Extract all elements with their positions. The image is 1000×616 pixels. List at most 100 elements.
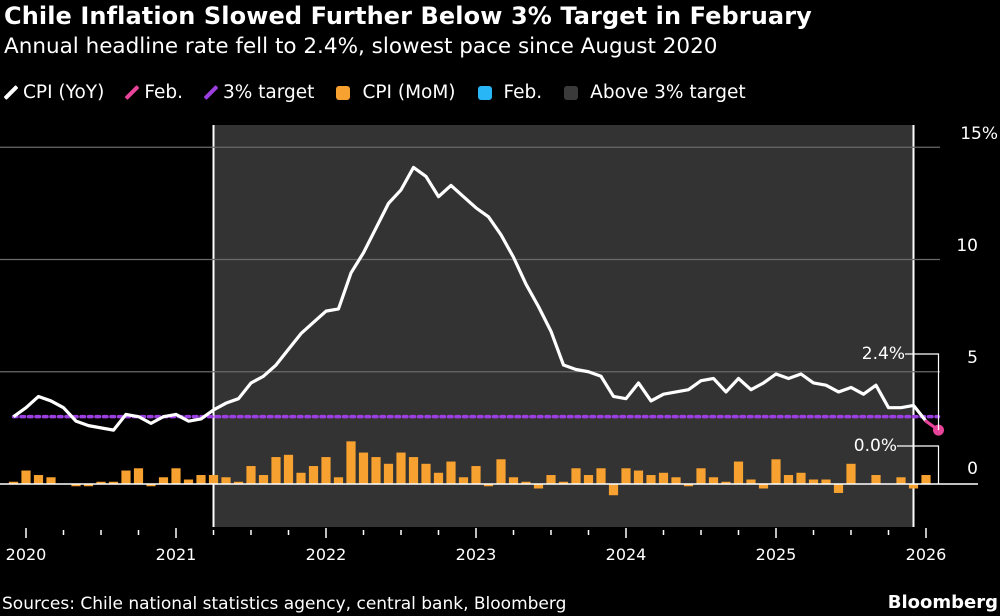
mom-bar <box>896 477 906 484</box>
mom-bar <box>233 481 244 484</box>
y-tick-label-10: 10 <box>956 236 978 256</box>
square-swatch-icon <box>564 85 579 100</box>
mom-bar <box>46 477 56 484</box>
mom-bar <box>721 481 731 484</box>
mom-bar <box>471 466 481 484</box>
legend: CPI (YoY) Feb. 3% target CPI (MoM) Feb. … <box>3 82 768 103</box>
mom-bar <box>658 472 669 484</box>
mom-bar <box>8 481 19 484</box>
mom-bar <box>358 452 369 484</box>
legend-label: 3% target <box>222 82 315 103</box>
mom-bar <box>808 479 819 484</box>
highlight-region <box>213 125 914 527</box>
mom-bar <box>671 477 681 484</box>
mom-bar <box>458 477 469 484</box>
mom-bar <box>621 468 631 484</box>
mom-bar <box>533 484 544 489</box>
mom-bar <box>496 459 506 484</box>
mom-bar <box>146 484 156 487</box>
mom-bar <box>758 484 769 489</box>
annotation-yoy-leader <box>905 353 940 431</box>
mom-bar <box>696 468 706 484</box>
mom-bar <box>746 479 756 484</box>
mom-bar <box>608 484 619 496</box>
mom-bar <box>171 468 181 484</box>
x-tick-label-2025: 2025 <box>756 545 797 564</box>
mom-bar <box>183 479 194 484</box>
mom-bar <box>321 457 331 484</box>
x-tick-label-2023: 2023 <box>456 545 497 564</box>
mom-bar <box>296 472 306 484</box>
sources-note: Sources: Chile national statistics agenc… <box>2 594 567 614</box>
mom-bar <box>283 454 294 484</box>
mom-bar <box>871 475 881 484</box>
y-tick-label-0: 0 <box>967 459 978 479</box>
mom-bar <box>383 463 394 484</box>
legend-item-feb-mom: Feb. <box>477 82 543 103</box>
mom-bar <box>371 457 381 484</box>
mom-bar <box>258 475 269 484</box>
mom-bar <box>196 475 206 484</box>
mom-bar <box>108 481 119 484</box>
chart-subtitle: Annual headline rate fell to 2.4%, slowe… <box>4 34 718 59</box>
mom-bar <box>821 479 831 484</box>
mom-bar <box>571 468 581 484</box>
mom-bar <box>133 468 144 484</box>
square-swatch-icon <box>477 85 492 100</box>
mom-bar <box>208 475 219 484</box>
legend-label: Feb. <box>503 82 543 103</box>
legend-item-above-target: Above 3% target <box>564 82 746 103</box>
mom-bar <box>33 475 44 484</box>
square-swatch-icon <box>336 85 351 100</box>
mom-bar <box>96 481 106 484</box>
mom-bar <box>421 463 431 484</box>
mom-bar <box>221 477 231 484</box>
bloomberg-logo: Bloomberg <box>887 592 998 613</box>
mom-bar <box>246 466 256 484</box>
mom-bar <box>921 475 931 484</box>
mom-bar <box>521 481 531 484</box>
mom-bar <box>408 457 419 484</box>
mom-bar <box>21 470 31 484</box>
x-tick-label-2024: 2024 <box>606 545 647 564</box>
mom-bar <box>546 475 556 484</box>
mom-bar <box>508 477 519 484</box>
x-tick-label-2020: 2020 <box>6 545 47 564</box>
mom-bar <box>583 475 594 484</box>
mom-bar <box>446 461 456 484</box>
mom-bar <box>558 481 569 484</box>
mom-bar <box>83 484 94 487</box>
annotation-mom-label: 0.0% <box>854 436 897 456</box>
y-tick-label-15: 15% <box>960 124 998 144</box>
mom-bar <box>346 441 356 484</box>
mom-bar <box>633 470 644 484</box>
mom-bar <box>271 457 281 484</box>
mom-bar <box>396 452 406 484</box>
legend-item-feb-yoy: Feb. <box>124 82 183 103</box>
mom-bar <box>483 484 494 487</box>
x-tick-label-2022: 2022 <box>306 545 347 564</box>
mom-bar <box>796 472 806 484</box>
mom-bar <box>71 484 81 487</box>
mom-bar <box>733 461 744 484</box>
mom-bar <box>771 459 781 484</box>
x-tick-label-2021: 2021 <box>156 545 197 564</box>
mom-bar <box>308 466 319 484</box>
mom-bar <box>121 470 131 484</box>
annotation-mom-leader <box>897 445 940 484</box>
mom-bar <box>683 484 694 487</box>
mom-bar <box>433 472 444 484</box>
cpi-yoy-line <box>12 165 928 432</box>
mom-bar <box>596 468 606 484</box>
legend-item-cpi-yoy: CPI (YoY) <box>3 82 105 103</box>
legend-item-cpi-mom: CPI (MoM) <box>336 82 456 103</box>
legend-label: Feb. <box>144 82 183 103</box>
mom-bar <box>833 484 844 493</box>
mom-bar <box>783 475 794 484</box>
chart-title: Chile Inflation Slowed Further Below 3% … <box>4 2 812 30</box>
mom-bar <box>846 463 856 484</box>
legend-label: CPI (YoY) <box>23 82 105 103</box>
legend-item-target: 3% target <box>203 82 315 103</box>
legend-label: Above 3% target <box>590 82 746 103</box>
